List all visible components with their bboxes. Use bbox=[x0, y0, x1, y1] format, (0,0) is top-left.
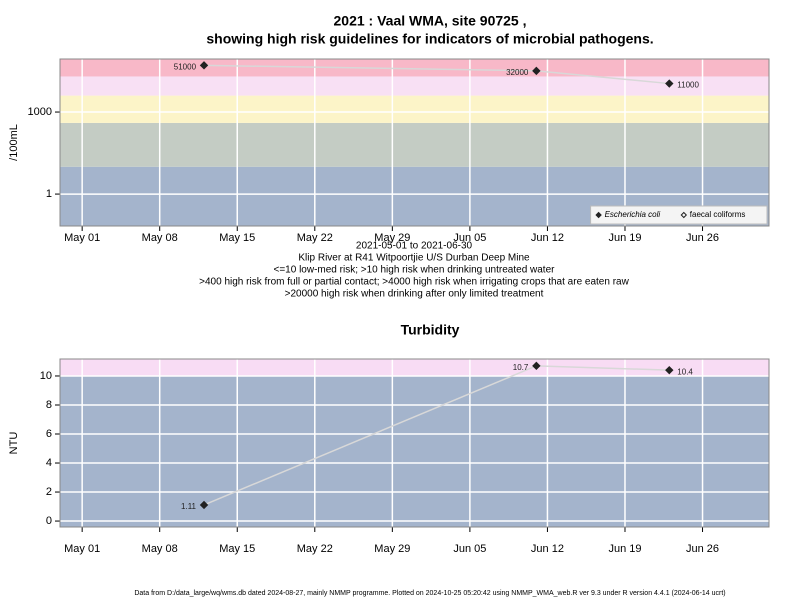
risk-band bbox=[60, 359, 769, 376]
chart-title: 2021 : Vaal WMA, site 90725 , bbox=[334, 13, 527, 29]
risk-band bbox=[60, 95, 769, 123]
point bbox=[199, 500, 209, 510]
x-tick-label: May 15 bbox=[219, 543, 255, 555]
value-label: 1.11 bbox=[181, 502, 197, 511]
y-tick-label: 1000 bbox=[28, 106, 52, 118]
x-tick-label: May 22 bbox=[297, 543, 333, 555]
x-tick-label: May 01 bbox=[64, 543, 100, 555]
risk-band bbox=[60, 59, 769, 77]
x-tick-label: May 29 bbox=[374, 232, 410, 244]
x-tick-label: May 29 bbox=[374, 543, 410, 555]
chart-title: showing high risk guidelines for indicat… bbox=[206, 31, 653, 47]
y-axis-label: /100mL bbox=[8, 124, 20, 161]
note: Klip River at R41 Witpoortjie U/S Durban… bbox=[298, 253, 530, 264]
x-tick-label: Jun 05 bbox=[453, 543, 486, 555]
risk-band bbox=[60, 122, 769, 167]
x-tick-label: Jun 26 bbox=[686, 232, 719, 244]
value-label: 32000 bbox=[506, 68, 529, 77]
point bbox=[199, 61, 209, 70]
note: 2021-05-01 to 2021-06-30 bbox=[356, 241, 473, 252]
footer: Data from D:/data_large/wq/wms.db dated … bbox=[134, 590, 725, 597]
y-tick-label: 2 bbox=[46, 486, 52, 498]
y-tick-label: 4 bbox=[46, 457, 52, 469]
chart-title: Turbidity bbox=[401, 322, 460, 338]
point bbox=[532, 66, 541, 76]
legend-marker bbox=[680, 211, 688, 219]
x-tick-label: May 08 bbox=[142, 543, 178, 555]
y-axis-label: NTU bbox=[8, 432, 20, 455]
value-label: 10.7 bbox=[513, 363, 529, 372]
x-tick-label: Jun 12 bbox=[531, 232, 564, 244]
x-tick-label: May 22 bbox=[297, 232, 333, 244]
value-label: 51000 bbox=[174, 62, 197, 71]
x-tick-label: Jun 19 bbox=[608, 543, 641, 555]
x-tick-label: Jun 05 bbox=[453, 232, 486, 244]
risk-band bbox=[60, 76, 769, 96]
legend-marker bbox=[595, 211, 602, 219]
point bbox=[532, 361, 541, 371]
x-tick-label: May 01 bbox=[64, 232, 100, 244]
plot-border bbox=[59, 358, 770, 528]
legend: Escherichia coli faecal coliforms bbox=[590, 205, 768, 225]
y-tick-label: 0 bbox=[46, 515, 52, 527]
x-tick-label: Jun 26 bbox=[686, 543, 719, 555]
point bbox=[665, 79, 674, 88]
x-tick-label: May 08 bbox=[142, 232, 178, 244]
note: >20000 high risk when drinking after onl… bbox=[285, 289, 544, 300]
plot-border bbox=[59, 58, 770, 227]
legend-box bbox=[590, 205, 768, 225]
y-tick-label: 10 bbox=[40, 370, 52, 382]
y-tick-label: 6 bbox=[46, 428, 52, 440]
note: <=10 low-med risk; >10 high risk when dr… bbox=[274, 265, 556, 276]
risk-band bbox=[60, 375, 769, 527]
value-label: 11000 bbox=[677, 81, 699, 90]
point bbox=[665, 365, 674, 375]
legend-label: faecal coliforms bbox=[690, 210, 746, 219]
y-tick-label: 8 bbox=[46, 399, 52, 411]
y-tick-label: 1 bbox=[46, 188, 52, 200]
legend-label: Escherichia coli bbox=[605, 210, 661, 219]
x-tick-label: Jun 12 bbox=[531, 543, 564, 555]
x-tick-label: Jun 19 bbox=[608, 232, 641, 244]
value-label: 10.4 bbox=[677, 367, 693, 376]
x-tick-label: May 15 bbox=[219, 232, 255, 244]
note: >400 high risk from full or partial cont… bbox=[199, 277, 629, 288]
